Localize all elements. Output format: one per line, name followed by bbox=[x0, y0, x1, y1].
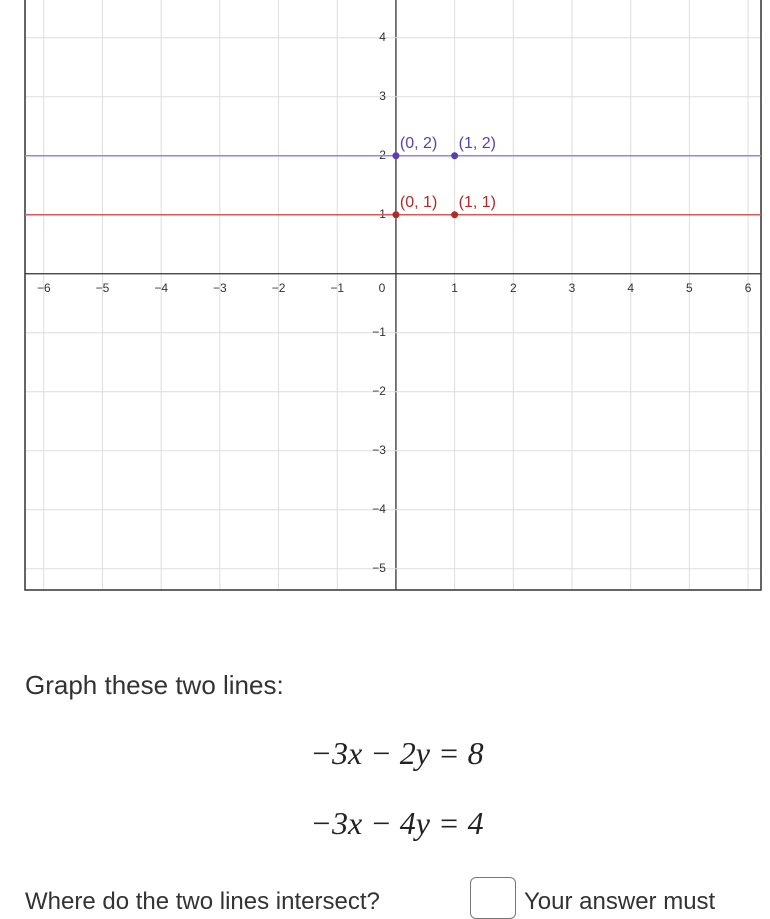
y-tick-label: −2 bbox=[372, 384, 386, 398]
prompt: Graph these two lines: bbox=[25, 670, 284, 700]
note: Your answer must bbox=[524, 888, 716, 915]
x-tick-label: 5 bbox=[686, 281, 693, 295]
x-tick-label: −2 bbox=[272, 281, 286, 295]
point bbox=[392, 211, 400, 219]
x-tick-label: −3 bbox=[213, 281, 227, 295]
point bbox=[451, 152, 459, 160]
question: Where do the two lines intersect? bbox=[25, 888, 380, 915]
x-tick-label: 0 bbox=[379, 281, 386, 295]
x-tick-label: 4 bbox=[627, 281, 634, 295]
x-tick-label: −5 bbox=[96, 281, 110, 295]
point-label: (0, 1) bbox=[400, 194, 437, 211]
point-label: (0, 2) bbox=[400, 135, 437, 152]
x-tick-label: 6 bbox=[745, 281, 752, 295]
y-tick-label: 2 bbox=[379, 148, 386, 162]
y-tick-label: −3 bbox=[372, 443, 386, 457]
y-tick-label: 3 bbox=[379, 89, 386, 103]
x-tick-label: −1 bbox=[330, 281, 344, 295]
graph[interactable]: −6 −5 −4 −3 −2 −1 0 1 2 3 4 5 6 −5 −4 −3 −2 −1 1 2 3 4 (0, 2) (… bbox=[0, 0, 770, 600]
y-tick-label: 4 bbox=[379, 30, 386, 44]
point-label: (1, 1) bbox=[459, 194, 496, 211]
y-tick-label: −5 bbox=[372, 561, 386, 575]
equation: −3x − 2y = 8 bbox=[310, 735, 484, 771]
graph-border bbox=[24, 0, 762, 591]
y-tick-label: −1 bbox=[372, 325, 386, 339]
point-label: (1, 2) bbox=[459, 135, 496, 152]
x-tick-label: 3 bbox=[569, 281, 576, 295]
x-tick-label: 1 bbox=[451, 281, 458, 295]
x-tick-label: 2 bbox=[510, 281, 517, 295]
y-tick-label: 1 bbox=[379, 207, 386, 221]
point bbox=[451, 211, 459, 219]
x-tick-label: −6 bbox=[37, 281, 51, 295]
y-tick-label: −4 bbox=[372, 502, 386, 516]
point bbox=[392, 152, 400, 160]
equation: −3x − 4y = 4 bbox=[310, 805, 484, 841]
x-tick-label: −4 bbox=[154, 281, 168, 295]
answer-input[interactable] bbox=[470, 877, 516, 919]
